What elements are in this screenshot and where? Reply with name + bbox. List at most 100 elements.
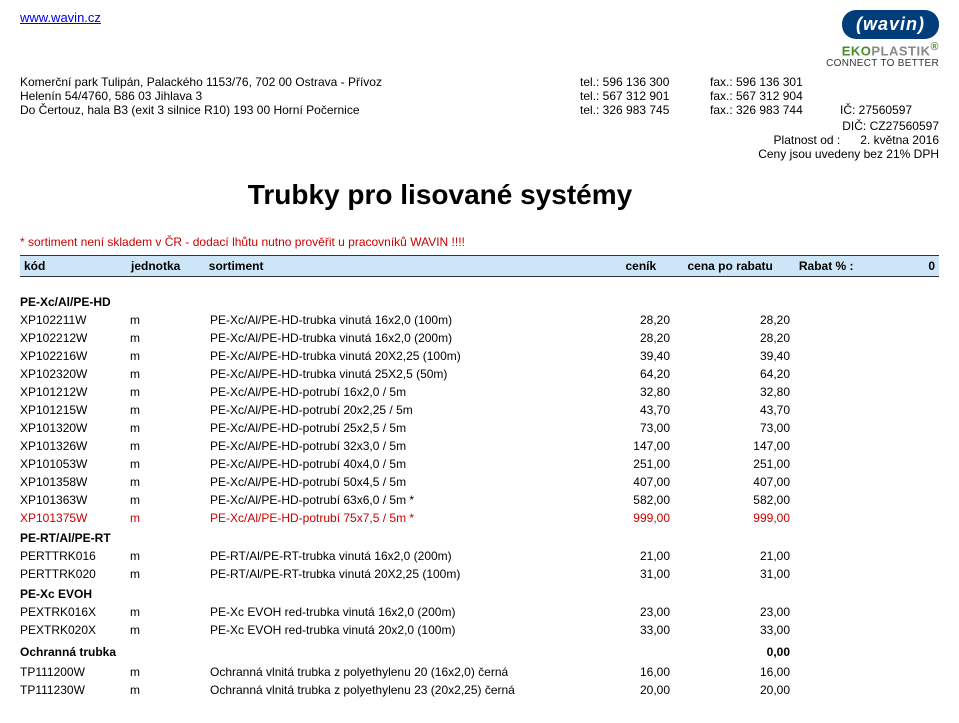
cell-cena: 28,20 <box>670 331 790 345</box>
cell-sortiment: PE-Xc/Al/PE-HD-potrubí 32x3,0 / 5m <box>210 439 560 453</box>
cell-sortiment: PE-Xc/Al/PE-HD-potrubí 63x6,0 / 5m * <box>210 493 560 507</box>
cell-cenik: 39,40 <box>560 349 670 363</box>
col-cenik: ceník <box>549 259 656 273</box>
cell-jednotka: m <box>130 439 210 453</box>
table-row: XP101358WmPE-Xc/Al/PE-HD-potrubí 50x4,5 … <box>20 473 939 491</box>
address-tel: tel.: 326 983 745 <box>580 103 710 117</box>
cell-cena: 23,00 <box>670 605 790 619</box>
cell-kod: XP101215W <box>20 403 130 417</box>
col-kod: kód <box>20 259 131 273</box>
cell-cenik: 147,00 <box>560 439 670 453</box>
cell-sortiment: PE-Xc/Al/PE-HD-potrubí 50x4,5 / 5m <box>210 475 560 489</box>
cell-jednotka: m <box>130 367 210 381</box>
cell-cena: 31,00 <box>670 567 790 581</box>
address-text: Helenín 54/4760, 586 03 Jihlava 3 <box>20 89 580 103</box>
table-header: kód jednotka sortiment ceník cena po rab… <box>20 255 939 277</box>
cell-jednotka: m <box>130 493 210 507</box>
table-row: XP101053WmPE-Xc/Al/PE-HD-potrubí 40x4,0 … <box>20 455 939 473</box>
address-text: Komerční park Tulipán, Palackého 1153/76… <box>20 75 580 89</box>
address-ico <box>840 75 939 89</box>
cell-cenik: 999,00 <box>560 511 670 525</box>
section-header: PE-Xc/Al/PE-HD <box>20 291 939 311</box>
cell-sortiment: PE-Xc/Al/PE-HD-trubka vinutá 16x2,0 (100… <box>210 313 560 327</box>
cell-kod: XP101326W <box>20 439 130 453</box>
cell-kod: PEXTRK016X <box>20 605 130 619</box>
table-row: XP101212WmPE-Xc/Al/PE-HD-potrubí 16x2,0 … <box>20 383 939 401</box>
validity-label: Platnost od : <box>774 133 841 147</box>
cell-sortiment: PE-RT/Al/PE-RT-trubka vinutá 20X2,25 (10… <box>210 567 560 581</box>
cell-cenik: 43,70 <box>560 403 670 417</box>
cell-jednotka: m <box>130 623 210 637</box>
cell-cenik: 28,20 <box>560 331 670 345</box>
table-row: XP101215WmPE-Xc/Al/PE-HD-potrubí 20x2,25… <box>20 401 939 419</box>
cell-cenik: 33,00 <box>560 623 670 637</box>
col-sortiment: sortiment <box>209 259 549 273</box>
cell-jednotka: m <box>130 683 210 697</box>
validity-date: 2. května 2016 <box>860 133 939 147</box>
cell-kod: XP102212W <box>20 331 130 345</box>
cell-sortiment: PE-Xc/Al/PE-HD-potrubí 75x7,5 / 5m * <box>210 511 560 525</box>
cell-kod: XP101320W <box>20 421 130 435</box>
data-area: PE-Xc/Al/PE-HDXP102211WmPE-Xc/Al/PE-HD-t… <box>20 291 939 699</box>
page-title: Trubky pro lisované systémy <box>190 179 690 211</box>
table-row: PERTTRK020mPE-RT/Al/PE-RT-trubka vinutá … <box>20 565 939 583</box>
cell-kod: XP101358W <box>20 475 130 489</box>
cell-sortiment: PE-Xc/Al/PE-HD-trubka vinutá 20X2,25 (10… <box>210 349 560 363</box>
table-row: TP111230WmOchranná vlnitá trubka z polye… <box>20 681 939 699</box>
cell-jednotka: m <box>130 511 210 525</box>
cell-sortiment: PE-Xc/Al/PE-HD-trubka vinutá 16x2,0 (200… <box>210 331 560 345</box>
cell-sortiment: PE-Xc EVOH red-trubka vinutá 20x2,0 (100… <box>210 623 560 637</box>
table-row: TP111200WmOchranná vlnitá trubka z polye… <box>20 663 939 681</box>
cell-sortiment: Ochranná vlnitá trubka z polyethylenu 23… <box>210 683 560 697</box>
cell-cena: 582,00 <box>670 493 790 507</box>
tagline: CONNECT TO BETTER <box>826 58 939 69</box>
cell-cena: 28,20 <box>670 313 790 327</box>
ekoplastik-logo: EKOPLASTIK® <box>842 41 939 58</box>
col-jednotka: jednotka <box>131 259 209 273</box>
cell-kod: XP101212W <box>20 385 130 399</box>
address-text: Do Čertouz, hala B3 (exit 3 silnice R10)… <box>20 103 580 117</box>
cell-cenik: 32,80 <box>560 385 670 399</box>
cell-kod: PERTTRK016 <box>20 549 130 563</box>
cell-jednotka: m <box>130 331 210 345</box>
cell-cena: 20,00 <box>670 683 790 697</box>
cell-sortiment: PE-Xc/Al/PE-HD-potrubí 16x2,0 / 5m <box>210 385 560 399</box>
cell-sortiment: PE-Xc EVOH red-trubka vinutá 16x2,0 (200… <box>210 605 560 619</box>
address-fax: fax.: 596 136 301 <box>710 75 840 89</box>
address-row: Helenín 54/4760, 586 03 Jihlava 3tel.: 5… <box>20 89 939 103</box>
address-ico <box>840 89 939 103</box>
dic: DIČ: CZ27560597 <box>20 119 939 133</box>
cell-cena: 32,80 <box>670 385 790 399</box>
cell-jednotka: m <box>130 457 210 471</box>
cell-kod: XP102216W <box>20 349 130 363</box>
cell-cena: 251,00 <box>670 457 790 471</box>
table-row: XP102216WmPE-Xc/Al/PE-HD-trubka vinutá 2… <box>20 347 939 365</box>
address-fax: fax.: 567 312 904 <box>710 89 840 103</box>
table-row: XP102211WmPE-Xc/Al/PE-HD-trubka vinutá 1… <box>20 311 939 329</box>
stock-note: * sortiment není skladem v ČR - dodací l… <box>20 235 939 249</box>
website-link[interactable]: www.wavin.cz <box>20 10 101 25</box>
table-row: XP101326WmPE-Xc/Al/PE-HD-potrubí 32x3,0 … <box>20 437 939 455</box>
cell-cenik: 407,00 <box>560 475 670 489</box>
cell-sortiment: PE-Xc/Al/PE-HD-potrubí 20x2,25 / 5m <box>210 403 560 417</box>
cell-sortiment: PE-Xc/Al/PE-HD-potrubí 25x2,5 / 5m <box>210 421 560 435</box>
cell-kod: XP101053W <box>20 457 130 471</box>
address-tel: tel.: 567 312 901 <box>580 89 710 103</box>
cell-kod: XP101363W <box>20 493 130 507</box>
cell-cena: 73,00 <box>670 421 790 435</box>
cell-cena: 39,40 <box>670 349 790 363</box>
address-row: Komerční park Tulipán, Palackého 1153/76… <box>20 75 939 89</box>
cell-sortiment: PE-Xc/Al/PE-HD-trubka vinutá 25X2,5 (50m… <box>210 367 560 381</box>
address-fax: fax.: 326 983 744 <box>710 103 840 117</box>
cell-kod: TP111230W <box>20 683 130 697</box>
cell-kod: XP102320W <box>20 367 130 381</box>
cell-jednotka: m <box>130 475 210 489</box>
cell-cena: 21,00 <box>670 549 790 563</box>
cell-sortiment: PE-RT/Al/PE-RT-trubka vinutá 16x2,0 (200… <box>210 549 560 563</box>
table-row: XP101363WmPE-Xc/Al/PE-HD-potrubí 63x6,0 … <box>20 491 939 509</box>
rabat-value: 0 <box>896 259 939 273</box>
cell-cenik: 73,00 <box>560 421 670 435</box>
cell-jednotka: m <box>130 665 210 679</box>
cell-kod: XP102211W <box>20 313 130 327</box>
cell-kod: PERTTRK020 <box>20 567 130 581</box>
